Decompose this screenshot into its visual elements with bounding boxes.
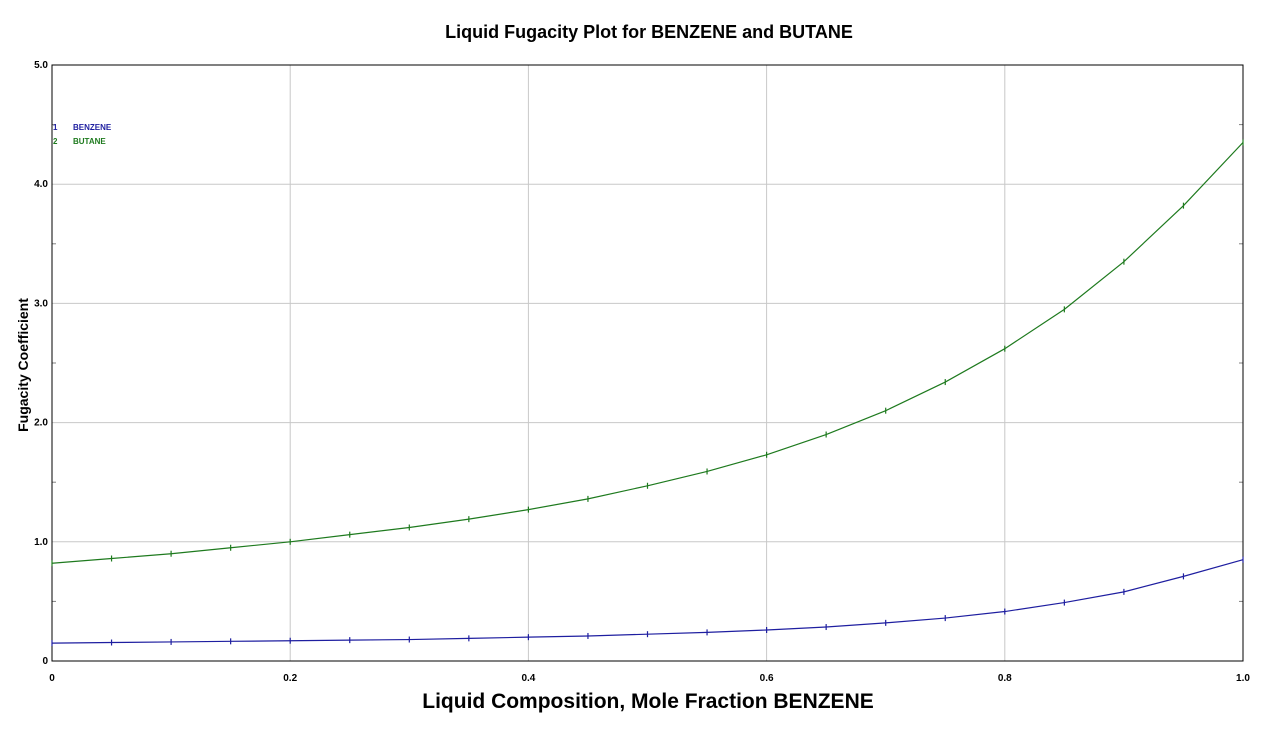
x-axis-label: Liquid Composition, Mole Fraction BENZEN… [422,690,874,713]
grid [52,65,1243,661]
legend-marker: 1 [53,123,58,132]
axis-ticks: 0 0.2 0.4 0.6 0.8 1.0 0 1.0 2.0 3.0 4.0 5.0 [34,60,1250,684]
x-tick-label: 0.8 [998,673,1012,684]
plot-frame [51,64,1244,662]
series-layer [51,139,1244,647]
y-tick-label: 5.0 [34,60,48,71]
chart-title: Liquid Fugacity Plot for BENZENE and BUT… [445,22,853,42]
legend-label-butane: BUTANE [73,137,106,146]
series-butane [51,139,1244,567]
x-tick-label: 0.2 [283,673,297,684]
x-tick-label: 1.0 [1236,673,1250,684]
y-tick-label: 1.0 [34,537,48,548]
series-benzene [51,556,1244,647]
y-tick-label: 3.0 [34,298,48,309]
legend-marker: 2 [53,137,58,146]
y-tick-label: 0 [42,656,48,667]
x-tick-label: 0.6 [760,673,774,684]
legend-label-benzene: BENZENE [73,123,112,132]
y-tick-label: 2.0 [34,418,48,429]
x-tick-label: 0 [49,673,55,684]
x-tick-label: 0.4 [521,673,535,684]
y-tick-label: 4.0 [34,179,48,190]
legend: 1 BENZENE 2 BUTANE [53,123,112,146]
series-line-butane [51,142,1244,564]
